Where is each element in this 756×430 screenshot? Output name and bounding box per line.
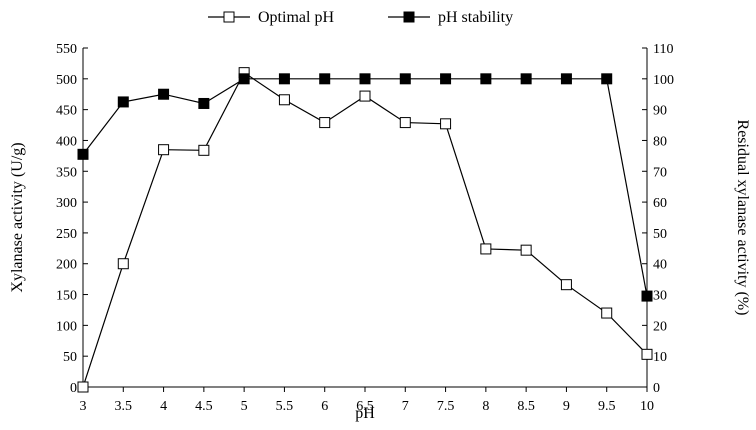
y-right-tick-label: 0 (653, 381, 660, 396)
y-left-tick-label: 500 (56, 73, 77, 88)
y-left-tick-label: 300 (56, 196, 77, 211)
y-right-tick-label: 70 (653, 165, 667, 180)
data-point-ph-stability (77, 148, 89, 160)
x-tick-label: 10 (640, 399, 654, 414)
data-point-optimal-ph (601, 307, 613, 319)
legend-marker-ph-stability (403, 11, 415, 23)
legend-marker-optimal-ph (223, 11, 235, 23)
y-left-tick-label: 350 (56, 165, 77, 180)
data-point-optimal-ph (480, 243, 492, 255)
data-point-ph-stability (117, 96, 129, 108)
y-right-tick-label: 20 (653, 319, 667, 334)
y-right-tick-label: 40 (653, 258, 667, 273)
data-point-optimal-ph (641, 348, 653, 360)
y-left-tick-label: 250 (56, 227, 77, 242)
data-point-ph-stability (238, 73, 250, 85)
y-right-tick-label: 50 (653, 227, 667, 242)
y-left-tick-label: 0 (70, 381, 77, 396)
data-point-optimal-ph (560, 279, 572, 291)
x-tick-label: 4.5 (195, 399, 213, 414)
x-tick-label: 4 (160, 399, 167, 414)
x-axis-title: pH (355, 405, 375, 422)
legend: Optimal pH pH stability (208, 9, 513, 26)
data-point-ph-stability (158, 88, 170, 100)
data-point-ph-stability (601, 73, 613, 85)
x-tick-label: 7 (402, 399, 409, 414)
x-tick-label: 9.5 (598, 399, 616, 414)
data-point-optimal-ph (117, 258, 129, 270)
ticks: 0501001502002503003504004505005500102030… (56, 42, 674, 414)
series-line-optimal-ph (82, 71, 648, 388)
y-left-tick-label: 150 (56, 289, 77, 304)
y-left-tick-label: 50 (63, 350, 77, 365)
x-tick-label: 5 (241, 399, 248, 414)
x-tick-label: 5.5 (276, 399, 294, 414)
y-left-tick-label: 400 (56, 134, 77, 149)
x-tick-label: 9 (563, 399, 570, 414)
x-tick-label: 8 (482, 399, 489, 414)
data-point-optimal-ph (319, 117, 331, 129)
y-right-tick-label: 10 (653, 350, 667, 365)
data-point-ph-stability (520, 73, 532, 85)
data-point-optimal-ph (520, 244, 532, 256)
data-point-optimal-ph (158, 144, 170, 156)
data-point-optimal-ph (399, 117, 411, 129)
y-left-tick-label: 450 (56, 104, 77, 119)
data-point-ph-stability (399, 73, 411, 85)
y-axis-right-title: Residual xylanase activity (%) (734, 120, 751, 316)
y-right-tick-label: 80 (653, 134, 667, 149)
data-point-ph-stability (319, 73, 331, 85)
legend-label-ph-stability: pH stability (438, 9, 513, 26)
y-right-tick-label: 90 (653, 104, 667, 119)
data-point-optimal-ph (440, 118, 452, 130)
x-tick-label: 3.5 (115, 399, 133, 414)
y-left-tick-label: 550 (56, 42, 77, 57)
series (77, 67, 653, 393)
data-point-optimal-ph (359, 90, 371, 102)
x-tick-label: 6.5 (356, 399, 374, 414)
data-point-optimal-ph (198, 144, 210, 156)
series-line-ph-stability (82, 78, 648, 297)
data-point-ph-stability (278, 73, 290, 85)
data-point-ph-stability (359, 73, 371, 85)
data-point-ph-stability (560, 73, 572, 85)
y-right-tick-label: 110 (653, 42, 673, 57)
data-point-ph-stability (480, 73, 492, 85)
legend-label-optimal-ph: Optimal pH (258, 9, 334, 26)
y-right-tick-label: 100 (653, 73, 674, 88)
data-point-ph-stability (641, 290, 653, 302)
data-point-optimal-ph (278, 94, 290, 106)
y-right-tick-label: 60 (653, 196, 667, 211)
y-left-tick-label: 100 (56, 319, 77, 334)
data-point-optimal-ph (77, 381, 89, 393)
data-point-ph-stability (440, 73, 452, 85)
x-tick-label: 6 (321, 399, 328, 414)
y-left-tick-label: 200 (56, 258, 77, 273)
x-tick-label: 3 (80, 399, 87, 414)
x-tick-label: 7.5 (437, 399, 455, 414)
data-point-ph-stability (198, 97, 210, 109)
x-tick-label: 8.5 (517, 399, 535, 414)
y-axis-left-title: Xylanase activity (U/g) (9, 142, 26, 292)
y-right-tick-label: 30 (653, 289, 667, 304)
